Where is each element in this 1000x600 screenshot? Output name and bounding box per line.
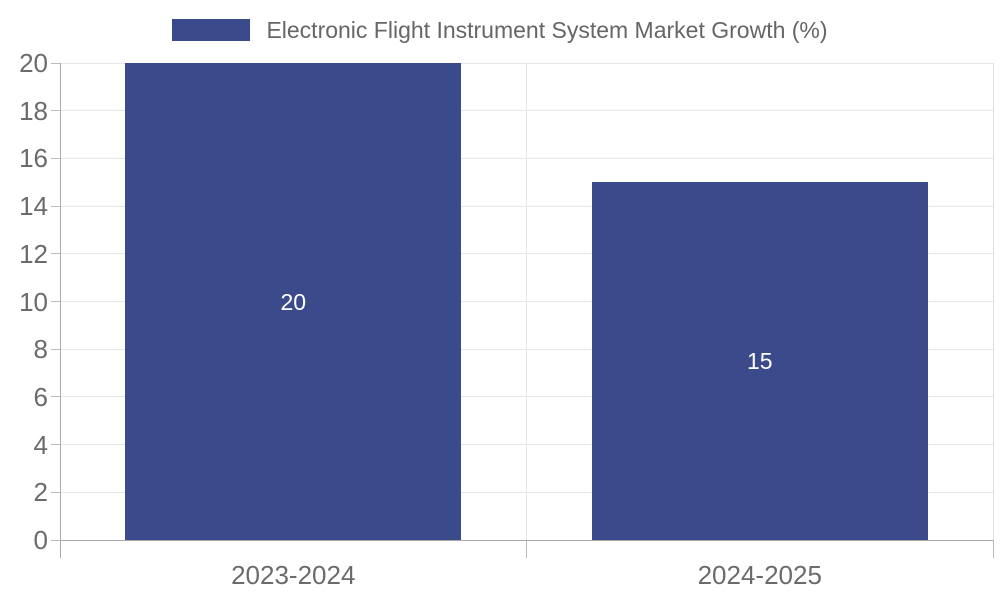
y-tick-label: 4 bbox=[33, 429, 48, 460]
y-axis-tick bbox=[51, 539, 60, 541]
x-axis-tick bbox=[526, 540, 527, 558]
legend-label: Electronic Flight Instrument System Mark… bbox=[266, 17, 828, 43]
y-axis-tick bbox=[51, 444, 60, 446]
plot-right-border bbox=[992, 63, 994, 540]
y-axis-tick bbox=[51, 62, 60, 64]
y-axis-tick bbox=[51, 253, 60, 255]
x-tick-label: 2024-2025 bbox=[697, 560, 822, 590]
y-tick-label: 12 bbox=[19, 238, 48, 269]
bar-value-label: 15 bbox=[746, 348, 773, 375]
bar-value-label: 20 bbox=[280, 288, 307, 315]
y-axis-line bbox=[59, 63, 61, 558]
y-tick-label: 20 bbox=[19, 48, 48, 78]
gridline-vertical bbox=[526, 63, 527, 540]
y-axis-tick bbox=[51, 205, 60, 207]
y-tick-label: 2 bbox=[33, 477, 48, 508]
y-axis-tick bbox=[51, 396, 60, 398]
y-tick-label: 10 bbox=[19, 286, 48, 317]
legend[interactable]: Electronic Flight Instrument System Mark… bbox=[0, 16, 1000, 44]
y-axis-tick bbox=[51, 301, 60, 302]
y-axis-tick bbox=[51, 348, 60, 350]
bar[interactable] bbox=[125, 63, 462, 540]
y-tick-label: 0 bbox=[33, 525, 48, 555]
y-tick-label: 6 bbox=[33, 381, 48, 412]
x-tick-label: 2023-2024 bbox=[231, 560, 356, 590]
y-axis-tick bbox=[51, 491, 60, 493]
y-tick-label: 16 bbox=[19, 143, 48, 174]
y-tick-label: 14 bbox=[19, 191, 48, 222]
x-axis-tick bbox=[992, 540, 994, 558]
legend-swatch bbox=[172, 19, 251, 41]
y-tick-label: 18 bbox=[19, 95, 48, 126]
y-axis-tick bbox=[51, 110, 60, 112]
y-tick-label: 8 bbox=[33, 334, 48, 365]
y-axis-tick bbox=[51, 157, 60, 159]
x-axis-line bbox=[60, 539, 993, 541]
bar[interactable] bbox=[591, 182, 928, 540]
